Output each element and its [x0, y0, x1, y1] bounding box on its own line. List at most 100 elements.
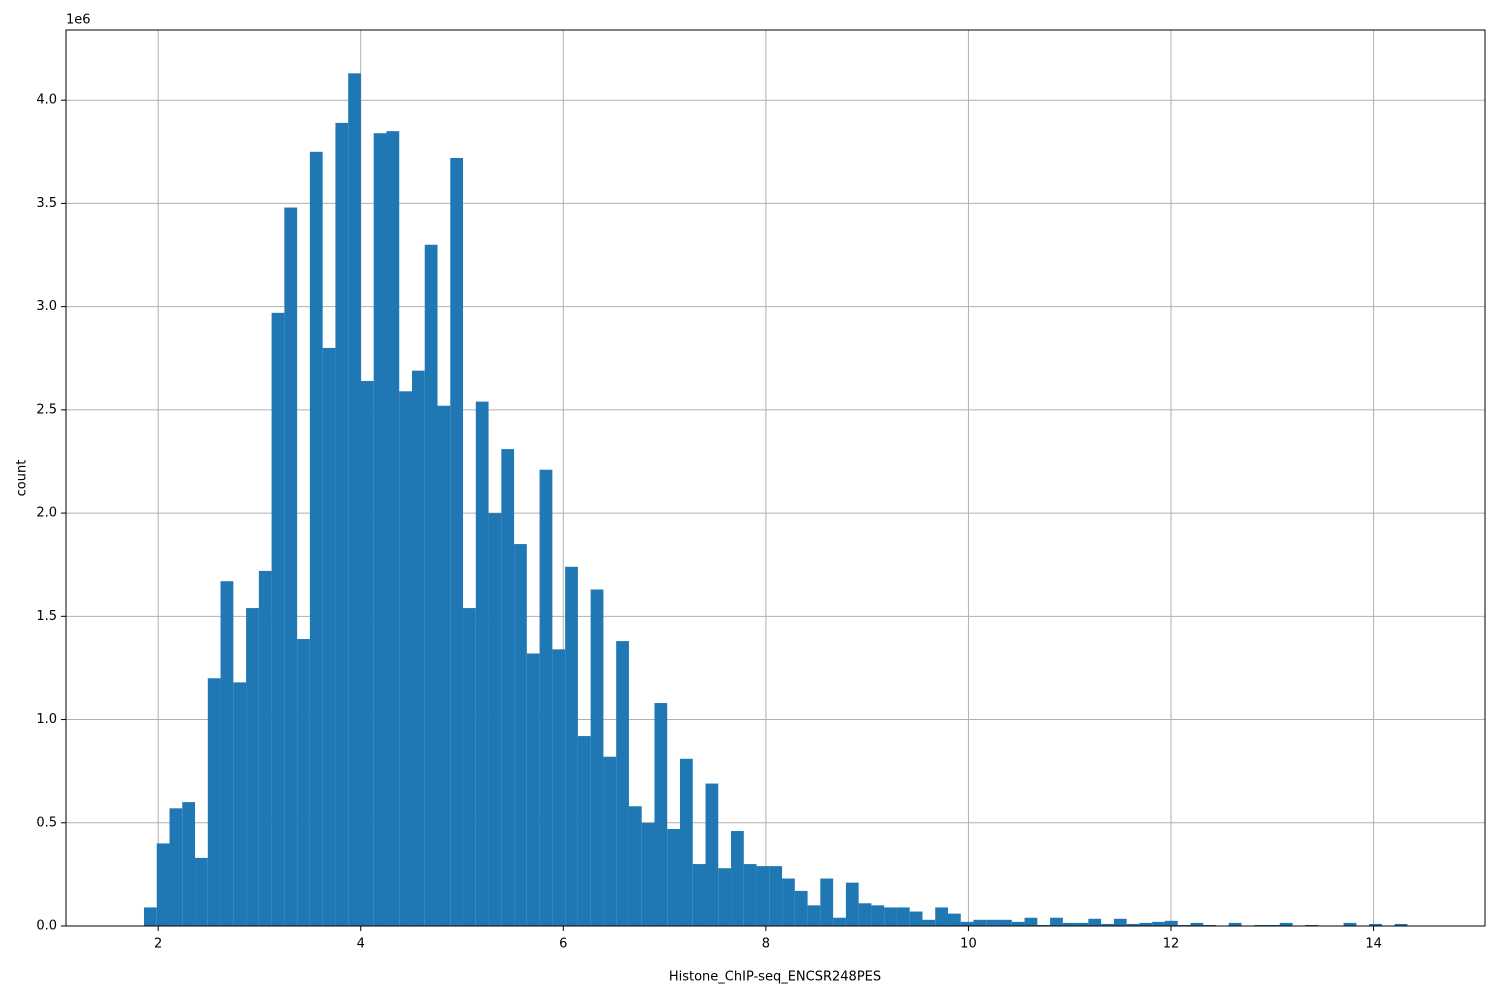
bar: [348, 73, 361, 926]
bar: [731, 831, 744, 926]
bar: [960, 921, 974, 926]
bar: [756, 866, 770, 926]
x-tick-label: 2: [154, 937, 162, 952]
bar: [1254, 924, 1268, 926]
bar: [552, 649, 566, 926]
bar: [156, 843, 170, 926]
bar: [526, 653, 540, 926]
bar: [1203, 924, 1216, 926]
bar: [1279, 922, 1293, 926]
y-tick-label: 2.5: [36, 402, 57, 417]
bar: [373, 133, 387, 926]
y-offset-label: 1e6: [66, 13, 91, 28]
bar: [667, 828, 680, 926]
bar: [1113, 918, 1127, 926]
bar: [143, 907, 157, 926]
bar: [845, 882, 859, 926]
y-tick-label: 0.5: [36, 815, 57, 830]
bar: [1228, 922, 1242, 926]
bar: [1267, 924, 1280, 926]
bar: [539, 469, 553, 926]
plot-frame: [65, 29, 1486, 927]
bar: [246, 608, 259, 926]
bar: [1126, 923, 1140, 926]
x-tick-label: 12: [1163, 937, 1180, 952]
bar: [1177, 924, 1191, 926]
bar: [169, 808, 183, 926]
bar: [1343, 922, 1357, 926]
bar: [1369, 923, 1382, 926]
bar: [884, 907, 897, 926]
x-tick-label: 14: [1365, 937, 1382, 952]
bar: [335, 122, 349, 927]
bar: [1075, 922, 1089, 926]
x-tick-label: 6: [559, 937, 567, 952]
bar: [603, 756, 617, 926]
bar: [743, 864, 757, 926]
bar: [207, 678, 221, 926]
bar: [284, 207, 298, 926]
bar: [1305, 924, 1319, 926]
bar: [437, 405, 451, 926]
bar: [973, 919, 987, 926]
bar: [922, 919, 936, 926]
bar: [769, 866, 783, 926]
bar: [947, 913, 961, 926]
x-tick-label: 4: [357, 937, 365, 952]
bar: [424, 244, 438, 927]
bar: [641, 822, 655, 926]
bar: [654, 703, 668, 926]
bar: [411, 370, 425, 927]
bar: [909, 911, 923, 926]
y-tick-label: 3.0: [36, 299, 57, 314]
bar: [322, 347, 336, 926]
bar: [1024, 917, 1038, 926]
x-tick-label: 10: [960, 937, 977, 952]
y-tick-label: 1.0: [36, 712, 57, 727]
bar: [450, 158, 464, 926]
bar: [195, 857, 208, 926]
bar: [271, 312, 285, 926]
bar: [820, 878, 834, 926]
bar: [182, 802, 196, 926]
bar: [833, 917, 846, 926]
bar: [220, 581, 234, 926]
x-tick-label: 8: [762, 937, 770, 952]
bar: [590, 589, 604, 926]
bar: [1190, 922, 1204, 926]
bar: [616, 641, 629, 926]
bar: [1394, 923, 1408, 926]
bar: [1101, 923, 1114, 926]
bar: [807, 905, 821, 926]
bar: [935, 907, 948, 926]
bar: [463, 608, 476, 926]
bar: [475, 401, 489, 926]
x-axis-label: Histone_ChIP-seq_ENCSR248PES: [669, 970, 881, 985]
bar: [577, 736, 591, 926]
bar: [1088, 918, 1102, 926]
bar: [386, 131, 400, 927]
bar: [1037, 924, 1051, 926]
bar: [565, 566, 578, 926]
bar: [718, 868, 732, 926]
bar: [628, 806, 642, 926]
bar: [782, 878, 795, 926]
bar: [1050, 917, 1063, 926]
bar: [399, 391, 412, 927]
bar: [501, 449, 515, 926]
bar: [692, 864, 706, 926]
y-tick-label: 0.0: [36, 919, 57, 934]
bar: [309, 151, 323, 926]
y-tick-label: 4.0: [36, 93, 57, 108]
bar: [514, 544, 527, 926]
bar: [1139, 922, 1153, 926]
y-tick-label: 2.0: [36, 506, 57, 521]
y-tick-label: 3.5: [36, 196, 57, 211]
bar: [488, 513, 502, 926]
bar: [705, 783, 719, 926]
bar: [679, 758, 693, 926]
bar: [794, 890, 808, 926]
bar: [297, 639, 310, 926]
bar: [858, 903, 872, 926]
bar: [1011, 921, 1025, 926]
